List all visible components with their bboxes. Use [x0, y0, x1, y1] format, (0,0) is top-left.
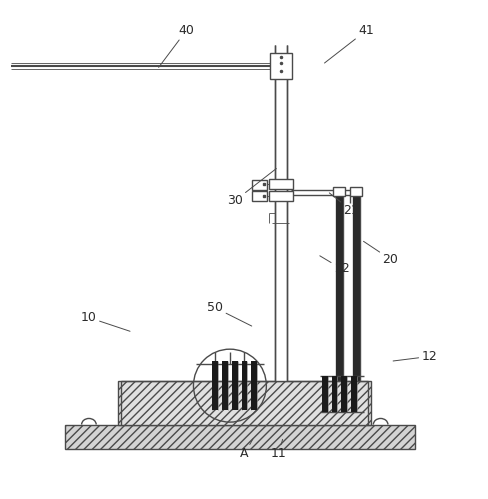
Bar: [212, 361, 218, 410]
Bar: [331, 376, 337, 412]
Bar: [352, 196, 359, 381]
Bar: [231, 361, 237, 410]
Bar: [350, 376, 356, 412]
Bar: [268, 179, 292, 189]
Bar: [350, 187, 362, 196]
Text: 21: 21: [328, 193, 359, 217]
Text: 40: 40: [158, 24, 194, 67]
Bar: [268, 191, 292, 201]
Bar: [118, 381, 370, 425]
Text: 22: 22: [319, 256, 349, 275]
Bar: [251, 191, 267, 201]
Text: 12: 12: [392, 350, 436, 363]
Bar: [333, 187, 345, 196]
Bar: [274, 45, 286, 381]
Text: 10: 10: [81, 311, 130, 331]
Bar: [251, 361, 257, 410]
Text: 30: 30: [226, 169, 276, 208]
Bar: [222, 361, 227, 410]
Bar: [321, 376, 327, 412]
Text: 41: 41: [324, 24, 373, 63]
Bar: [251, 180, 267, 190]
Text: A: A: [240, 439, 252, 460]
Text: 20: 20: [363, 242, 398, 266]
Bar: [341, 376, 346, 412]
Bar: [269, 52, 291, 79]
Bar: [64, 425, 414, 449]
Text: 50: 50: [207, 301, 251, 326]
Bar: [241, 361, 247, 410]
Bar: [335, 196, 342, 381]
Text: 11: 11: [270, 439, 286, 460]
